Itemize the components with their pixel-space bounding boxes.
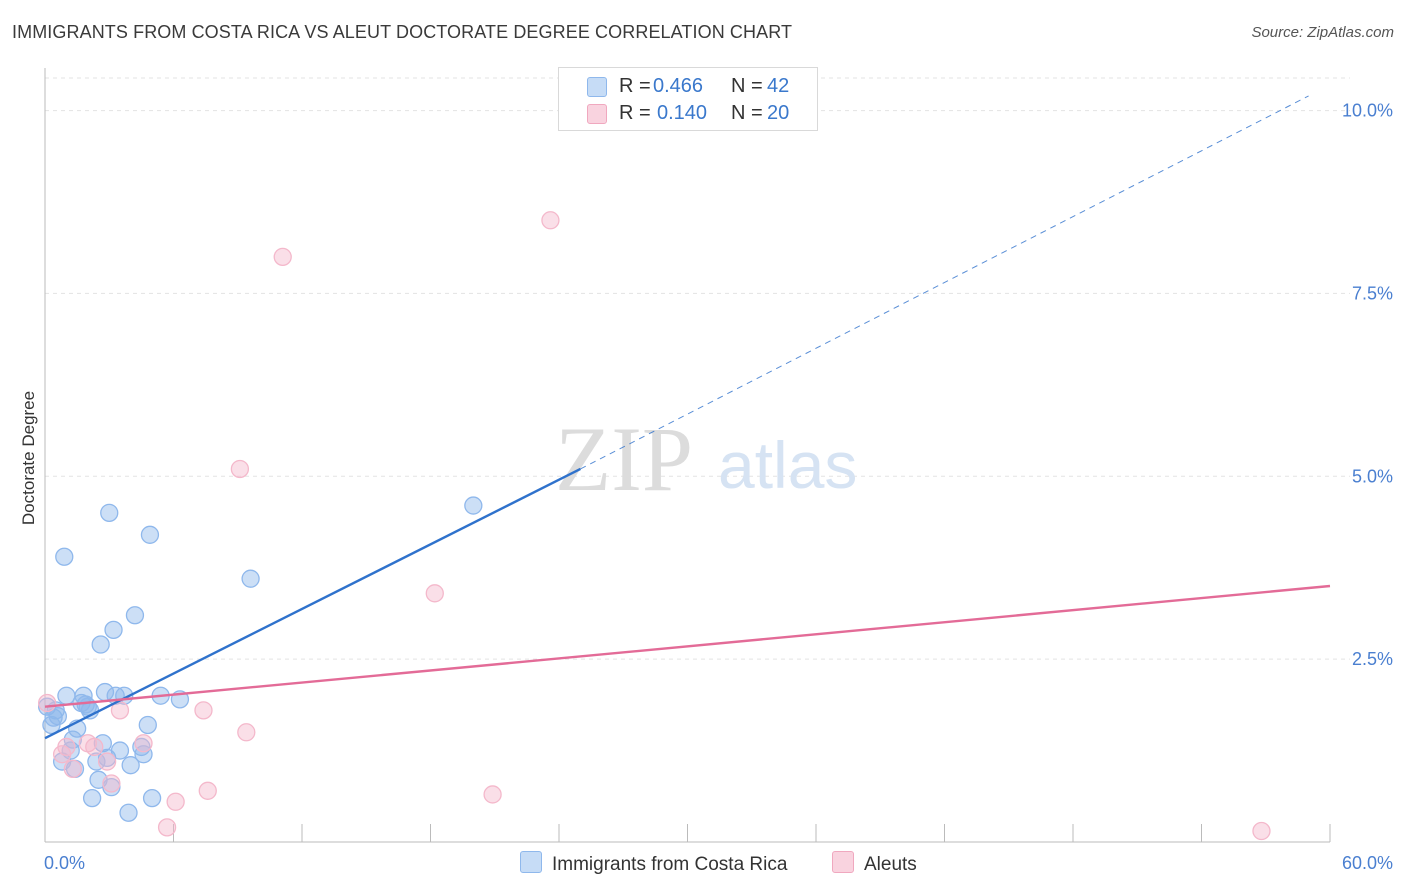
point-aleuts bbox=[37, 693, 57, 713]
point-aleuts bbox=[134, 734, 153, 753]
point-aleuts bbox=[166, 792, 185, 811]
trendline-aleuts bbox=[44, 584, 1331, 708]
point-costa-rica bbox=[63, 730, 82, 749]
point-costa-rica bbox=[140, 525, 160, 544]
point-aleuts bbox=[194, 701, 213, 720]
point-costa-rica bbox=[91, 635, 110, 654]
legend-swatch-costa-rica bbox=[520, 851, 542, 873]
point-aleuts bbox=[57, 737, 76, 757]
point-costa-rica bbox=[104, 620, 123, 640]
point-costa-rica bbox=[125, 606, 145, 625]
legend-n-label: N = bbox=[731, 75, 763, 97]
point-aleuts bbox=[198, 781, 217, 800]
point-costa-rica bbox=[241, 569, 260, 588]
legend-n-label: N = bbox=[731, 102, 763, 124]
point-aleuts bbox=[110, 701, 130, 720]
y-axis-label: Doctorate Degree bbox=[19, 391, 38, 525]
legend-label-aleuts: Aleuts bbox=[864, 854, 917, 875]
trend-layer bbox=[44, 95, 1331, 740]
trendline-costa-rica bbox=[44, 467, 581, 740]
legend-r-value: 0.466 bbox=[653, 75, 704, 97]
point-costa-rica bbox=[138, 715, 157, 735]
point-aleuts bbox=[237, 723, 256, 742]
point-costa-rica bbox=[121, 756, 140, 775]
point-costa-rica bbox=[87, 752, 106, 771]
y-tick-label: 5.0% bbox=[1352, 466, 1393, 486]
legend-item-aleuts: Aleuts bbox=[832, 851, 917, 876]
chart-title: IMMIGRANTS FROM COSTA RICA VS ALEUT DOCT… bbox=[12, 22, 793, 42]
point-costa-rica bbox=[55, 547, 74, 566]
y-tick-label: 7.5% bbox=[1352, 283, 1393, 303]
point-aleuts bbox=[63, 759, 82, 779]
x-tick-label-min: 0.0% bbox=[44, 853, 85, 873]
point-aleuts bbox=[273, 247, 292, 267]
point-aleuts bbox=[157, 818, 177, 837]
point-costa-rica bbox=[48, 707, 67, 726]
watermark: ZIP atlas bbox=[555, 408, 857, 510]
watermark-zip: ZIP bbox=[555, 408, 693, 510]
legend-swatch-costa-rica bbox=[587, 77, 607, 97]
point-costa-rica bbox=[464, 496, 483, 515]
point-aleuts bbox=[425, 584, 444, 603]
legend-r-label: R = bbox=[619, 75, 651, 97]
point-costa-rica bbox=[82, 788, 102, 808]
points-layer bbox=[37, 211, 1271, 841]
grid-layer bbox=[45, 77, 1350, 660]
axis-layer: 2.5% 5.0% 7.5% 10.0% 0.0% 60.0% bbox=[44, 68, 1393, 873]
y-tick-label: 2.5% bbox=[1352, 649, 1393, 669]
point-costa-rica bbox=[142, 788, 162, 808]
point-costa-rica bbox=[100, 503, 119, 523]
watermark-atlas: atlas bbox=[718, 428, 857, 502]
trendline-costa-rica-extension bbox=[580, 95, 1309, 470]
point-costa-rica bbox=[119, 803, 138, 822]
x-tick-label-max: 60.0% bbox=[1342, 853, 1393, 873]
y-tick-label: 10.0% bbox=[1342, 101, 1393, 121]
source-credit: Source: ZipAtlas.com bbox=[1251, 24, 1394, 41]
legend-n-value: 20 bbox=[767, 102, 790, 124]
point-aleuts bbox=[483, 785, 502, 804]
point-costa-rica bbox=[110, 741, 130, 760]
point-aleuts bbox=[230, 459, 250, 479]
point-aleuts bbox=[102, 774, 121, 793]
legend-swatch-aleuts bbox=[832, 851, 854, 873]
legend-label-costa-rica: Immigrants from Costa Rica bbox=[552, 854, 788, 875]
legend-r-label: R = bbox=[619, 102, 651, 124]
legend-item-costa-rica: Immigrants from Costa Rica bbox=[520, 851, 787, 876]
point-aleuts bbox=[85, 737, 104, 757]
point-aleuts bbox=[1252, 821, 1271, 841]
legend-n-value: 42 bbox=[767, 75, 790, 97]
legend-r-value: 0.140 bbox=[657, 102, 708, 124]
point-aleuts bbox=[541, 211, 560, 230]
correlation-legend: R = 0.466 N = 42 R = 0.140 N = 20 bbox=[558, 67, 818, 131]
legend-swatch-aleuts bbox=[587, 104, 607, 124]
point-aleuts bbox=[97, 752, 117, 771]
